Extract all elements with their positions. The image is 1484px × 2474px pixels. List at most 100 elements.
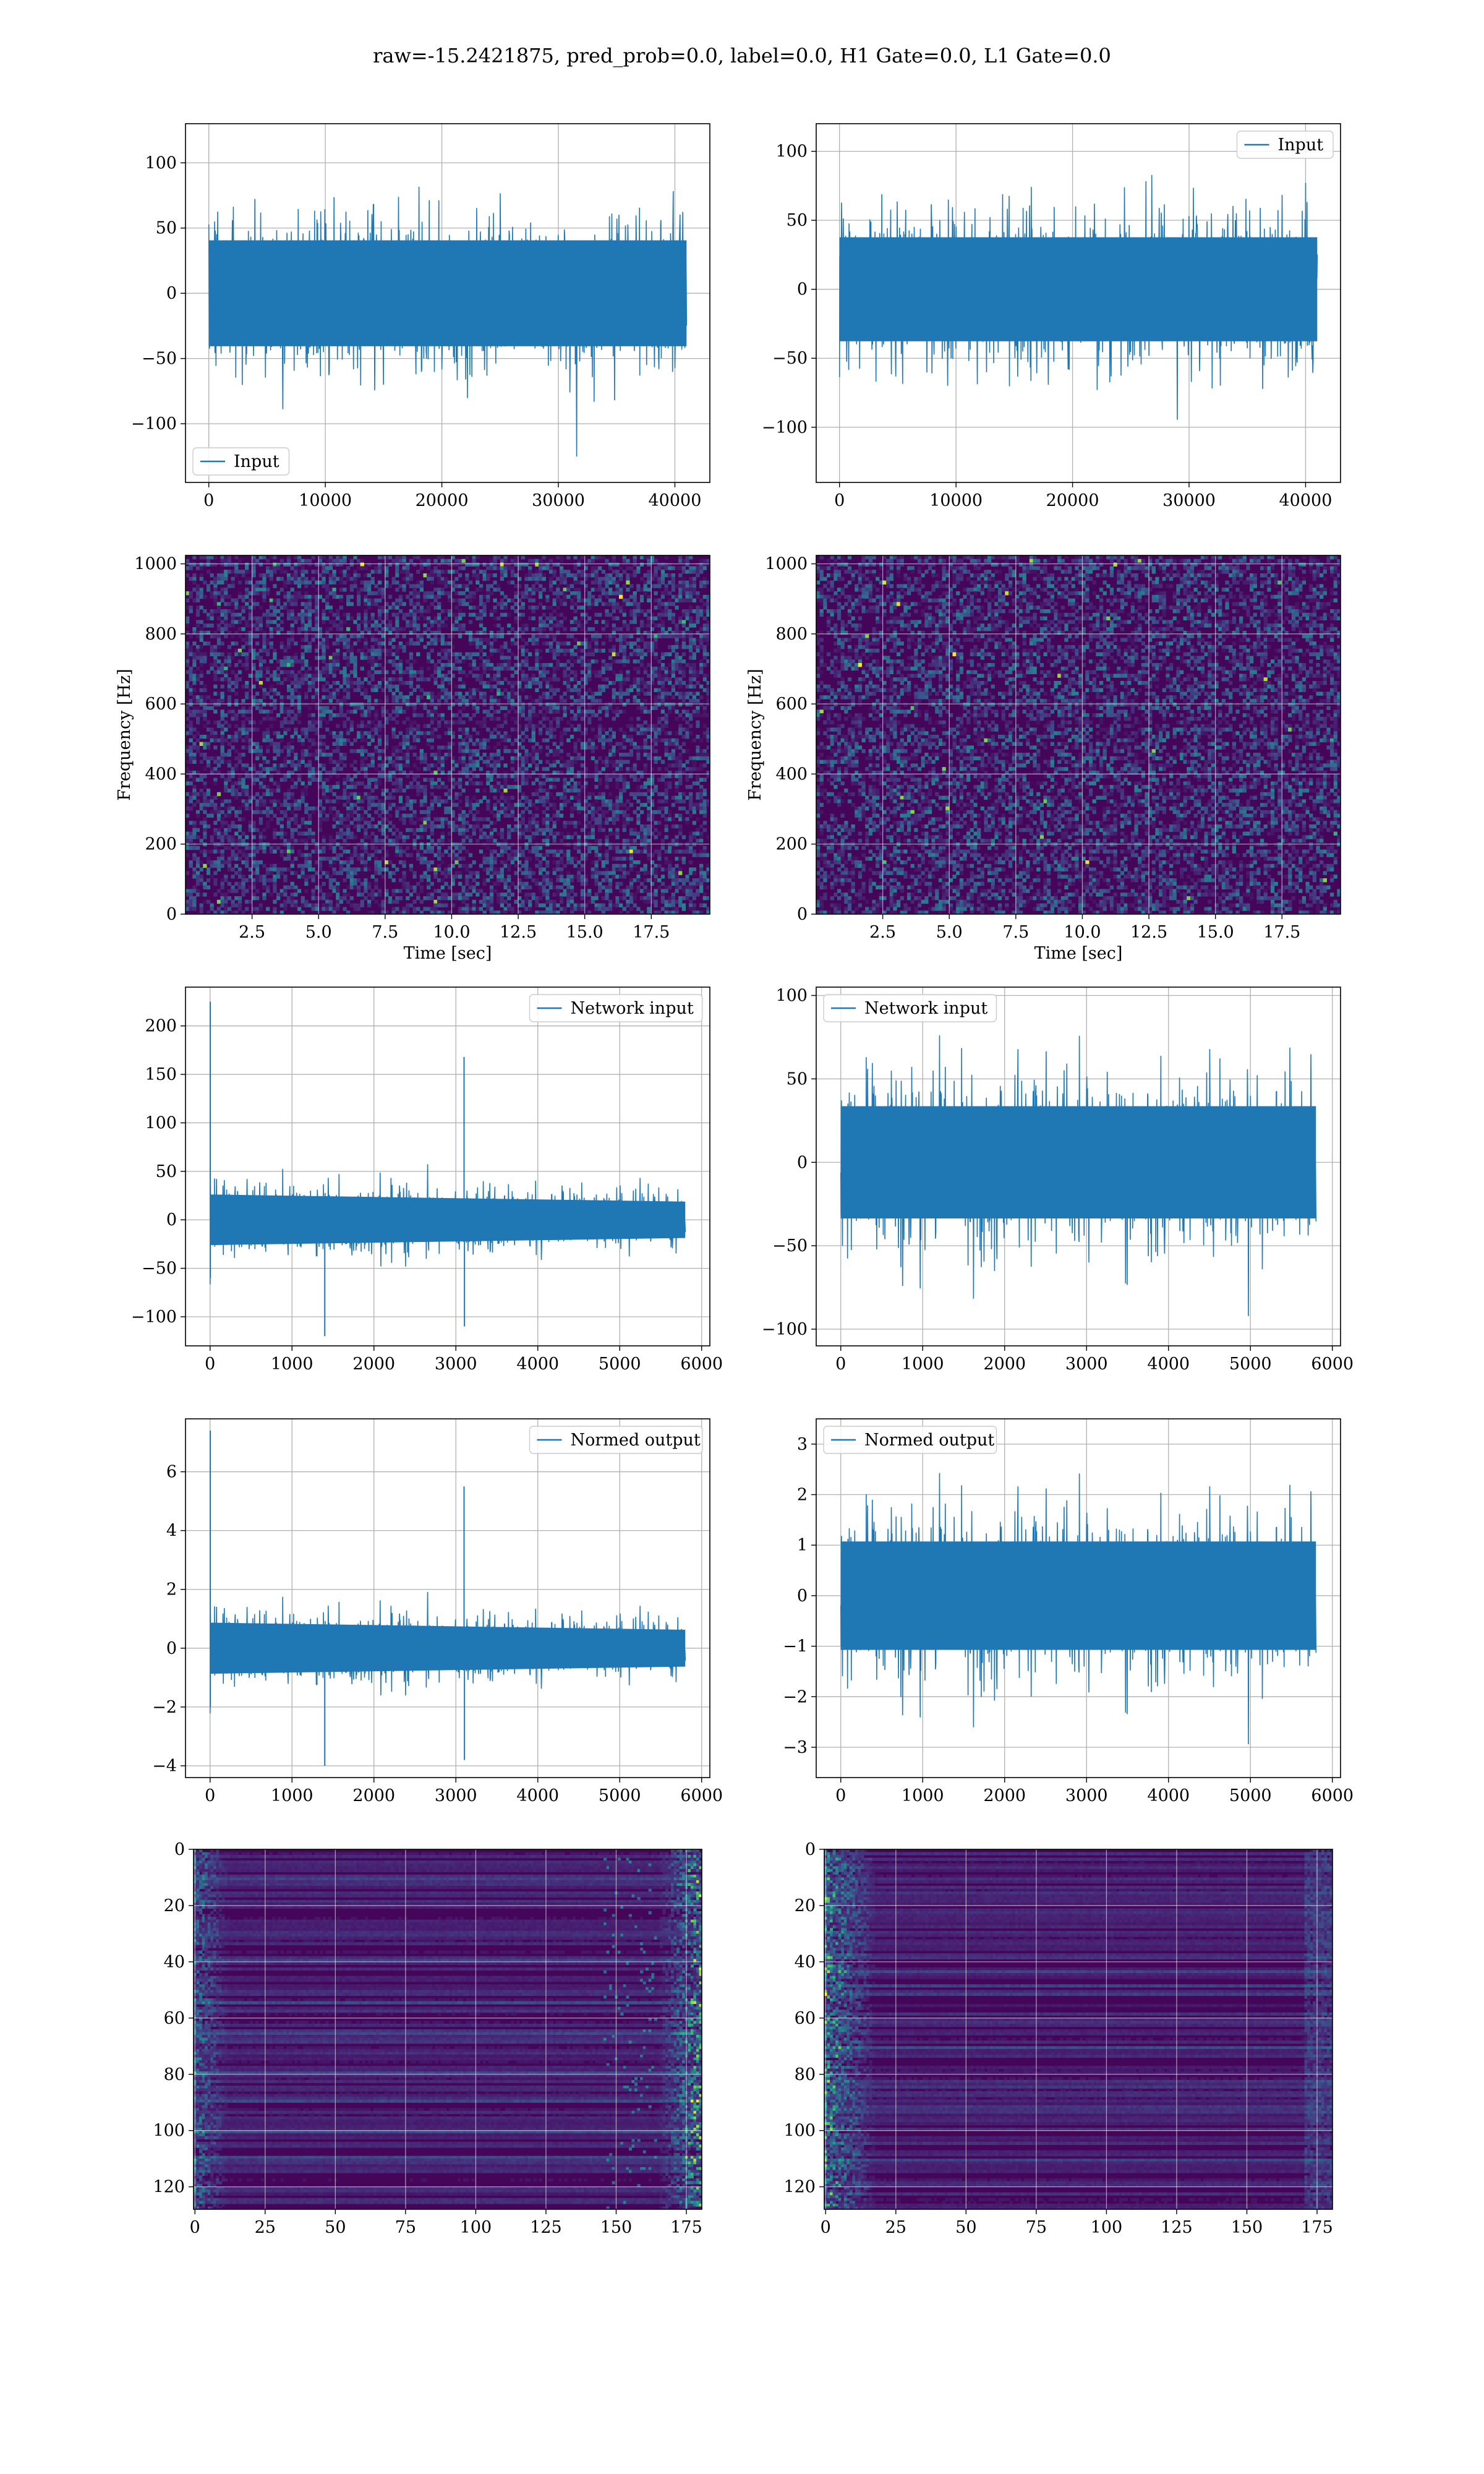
y-tick-label: 0 bbox=[166, 1210, 177, 1230]
subplot-p3: 2.5 5.0 7.5 10.0 12.5 15.0 17.5 0 200 400 600 800 10… bbox=[115, 555, 710, 963]
y-tick-label: 6 bbox=[166, 1463, 177, 1482]
x-tick-label: 6000 bbox=[1311, 1786, 1354, 1805]
x-axis: 0 1000 2000 3000 4000 5000 6000 bbox=[835, 1346, 1354, 1374]
x-tick-label: 0 bbox=[203, 491, 214, 510]
x-tick-label: 4000 bbox=[516, 1355, 559, 1374]
y-tick-label: −100 bbox=[762, 1320, 808, 1339]
subplot-p7: Normed output 0 1000 2000 3000 4000 5000 6000 −4… bbox=[152, 1418, 723, 1805]
y-tick-label: 0 bbox=[166, 905, 177, 924]
legend-label: Normed output bbox=[864, 1431, 994, 1450]
legend-label: Network input bbox=[864, 999, 987, 1018]
x-tick-label: 125 bbox=[1161, 2218, 1193, 2237]
x-tick-label: 3000 bbox=[1065, 1786, 1108, 1805]
x-tick-label: 10.0 bbox=[433, 923, 470, 942]
x-axis: 2.5 5.0 7.5 10.0 12.5 15.0 17.5 bbox=[869, 914, 1300, 942]
x-axis: 0 25 50 75 100 125 150 175 bbox=[821, 2209, 1333, 2237]
y-axis: −100 −50 0 50 100 150 200 bbox=[131, 1017, 186, 1327]
x-axis: 0 10000 20000 30000 40000 bbox=[203, 482, 701, 510]
series-core-band bbox=[839, 237, 1318, 341]
heatmap-image bbox=[816, 555, 1341, 914]
x-tick-label: 6000 bbox=[680, 1355, 723, 1374]
x-tick-label: 4000 bbox=[516, 1786, 559, 1805]
y-tick-label: 0 bbox=[166, 1639, 177, 1658]
axes-frame bbox=[185, 555, 710, 915]
x-tick-label: 175 bbox=[1301, 2218, 1333, 2237]
legend-frame bbox=[823, 1426, 997, 1454]
x-tick-label: 15.0 bbox=[1197, 923, 1234, 942]
y-tick-label: 50 bbox=[787, 1069, 808, 1089]
subplot-p10: 0 25 50 75 100 125 150 175 0 20 40 60 80 100 120 bbox=[783, 1840, 1333, 2237]
legend-frame bbox=[529, 994, 703, 1022]
y-tick-label: 0 bbox=[805, 1840, 816, 1859]
y-axis: −100 −50 0 50 100 bbox=[762, 986, 816, 1339]
x-tick-label: 3000 bbox=[1065, 1355, 1108, 1374]
x-tick-label: 2.5 bbox=[239, 923, 265, 942]
heatmap-image bbox=[186, 555, 710, 914]
y-tick-label: 200 bbox=[775, 835, 808, 854]
y-tick-label: −50 bbox=[142, 349, 177, 369]
x-tick-label: 5000 bbox=[599, 1786, 641, 1805]
y-tick-label: 20 bbox=[795, 1896, 816, 1915]
legend: Network input bbox=[529, 994, 703, 1022]
y-tick-label: 600 bbox=[775, 695, 808, 714]
x-tick-label: 4000 bbox=[1147, 1786, 1190, 1805]
x-tick-label: 150 bbox=[1231, 2218, 1263, 2237]
series-core-band bbox=[840, 1541, 1316, 1650]
x-tick-label: 75 bbox=[395, 2218, 416, 2237]
x-tick-label: 12.5 bbox=[500, 923, 537, 942]
x-tick-label: 4000 bbox=[1147, 1355, 1190, 1374]
x-tick-label: 0 bbox=[835, 1786, 846, 1805]
x-tick-label: 6000 bbox=[680, 1786, 723, 1805]
legend-label: Normed output bbox=[571, 1431, 701, 1450]
y-tick-label: 200 bbox=[145, 1017, 177, 1036]
x-tick-label: 175 bbox=[670, 2218, 702, 2237]
x-tick-label: 2.5 bbox=[869, 923, 896, 942]
x-tick-label: 10.0 bbox=[1064, 923, 1101, 942]
x-tick-label: 15.0 bbox=[566, 923, 603, 942]
x-tick-label: 100 bbox=[460, 2218, 492, 2237]
grid bbox=[194, 1849, 702, 2209]
x-tick-label: 17.5 bbox=[1263, 923, 1300, 942]
axes-frame bbox=[816, 987, 1341, 1346]
x-axis-label: Time [sec] bbox=[1034, 944, 1123, 963]
subplot-p1: Input 0 10000 20000 30000 40000 −100 −50 0 50 100 bbox=[131, 123, 710, 510]
x-tick-label: 5000 bbox=[599, 1355, 641, 1374]
y-tick-label: −3 bbox=[783, 1738, 808, 1757]
axes-frame bbox=[185, 1418, 710, 1778]
y-tick-label: 0 bbox=[797, 1586, 808, 1606]
y-axis: −100 −50 0 50 100 bbox=[131, 153, 186, 434]
series-core-band bbox=[208, 240, 687, 346]
y-axis: 0 200 400 600 800 1000 bbox=[134, 555, 186, 924]
y-tick-label: 400 bbox=[145, 764, 177, 784]
x-tick-label: 1000 bbox=[271, 1786, 313, 1805]
y-tick-label: 800 bbox=[775, 625, 808, 644]
x-tick-label: 10000 bbox=[929, 491, 983, 510]
x-tick-label: 30000 bbox=[1162, 491, 1216, 510]
y-axis: 0 20 40 60 80 100 120 bbox=[153, 1840, 194, 2197]
y-tick-label: 2 bbox=[797, 1486, 808, 1505]
series-core-band bbox=[210, 1622, 686, 1674]
x-tick-label: 0 bbox=[190, 2218, 200, 2237]
x-tick-label: 5.0 bbox=[305, 923, 332, 942]
y-tick-label: 80 bbox=[795, 2065, 816, 2084]
y-tick-label: 80 bbox=[164, 2065, 185, 2084]
legend-label: Input bbox=[234, 452, 279, 471]
x-tick-label: 2000 bbox=[352, 1786, 395, 1805]
y-tick-label: 50 bbox=[156, 219, 177, 238]
legend-frame bbox=[192, 447, 290, 476]
x-tick-label: 2000 bbox=[983, 1355, 1026, 1374]
legend-label: Network input bbox=[571, 999, 694, 1018]
y-tick-label: 0 bbox=[797, 280, 808, 299]
y-tick-label: 40 bbox=[164, 1953, 185, 1972]
y-tick-label: 120 bbox=[783, 2178, 816, 2197]
x-tick-label: 125 bbox=[530, 2218, 562, 2237]
x-tick-label: 40000 bbox=[1279, 491, 1333, 510]
y-tick-label: 1000 bbox=[765, 555, 808, 574]
x-tick-label: 2000 bbox=[352, 1355, 395, 1374]
y-tick-label: 4 bbox=[166, 1522, 177, 1541]
x-tick-label: 0 bbox=[835, 1355, 846, 1374]
y-tick-label: 0 bbox=[797, 1153, 808, 1172]
x-tick-label: 5000 bbox=[1229, 1355, 1272, 1374]
series-core-band bbox=[210, 1194, 686, 1246]
